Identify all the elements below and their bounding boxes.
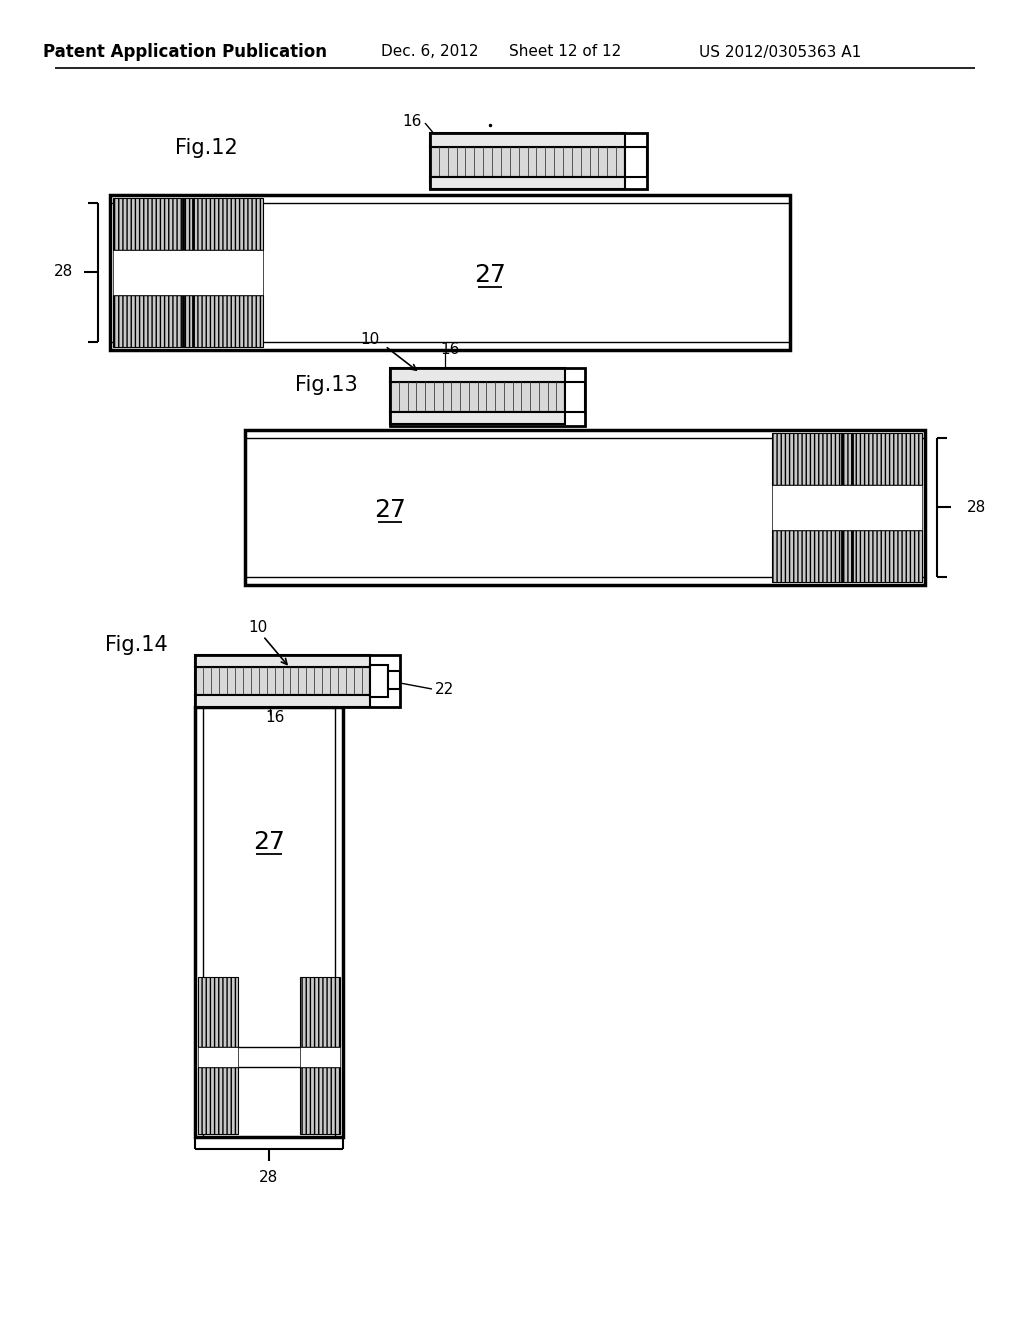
Bar [195,667,370,696]
Text: 28: 28 [259,1170,279,1184]
Bar [430,147,625,177]
Text: 16: 16 [265,710,285,725]
Bar [198,977,238,1047]
Bar [195,655,370,667]
Text: 28: 28 [967,499,986,515]
Text: 27: 27 [474,263,506,286]
Text: 16: 16 [440,342,460,358]
Bar [625,147,647,177]
Bar [113,198,263,249]
Bar [113,249,263,294]
Bar [300,1067,340,1134]
Bar [370,665,388,697]
Bar [198,1067,238,1134]
Text: 10: 10 [249,620,267,635]
Text: Fig.13: Fig.13 [295,375,357,395]
Bar [198,1047,238,1067]
Text: 10: 10 [360,333,380,347]
Bar [245,430,925,585]
Text: 28: 28 [53,264,73,280]
Bar [772,433,922,484]
Text: US 2012/0305363 A1: US 2012/0305363 A1 [698,45,861,59]
Bar [390,368,565,381]
Bar [300,1047,340,1067]
Bar [388,671,400,689]
Bar [772,531,922,582]
Text: Sheet 12 of 12: Sheet 12 of 12 [509,45,622,59]
Bar [195,708,343,1137]
Bar [300,977,340,1047]
Text: Fig.12: Fig.12 [175,139,238,158]
Bar [430,133,625,147]
Bar [772,484,922,531]
Bar [195,655,400,708]
Text: 16: 16 [402,114,422,128]
Bar [390,412,565,424]
Bar [110,195,790,350]
Text: Fig.14: Fig.14 [105,635,168,655]
Bar [430,133,647,189]
Bar [565,381,585,412]
Bar [390,368,585,426]
Text: 22: 22 [435,682,455,697]
Bar [113,294,263,347]
Bar [430,177,625,189]
Text: Patent Application Publication: Patent Application Publication [43,44,327,61]
Text: 27: 27 [374,498,406,521]
Text: 27: 27 [253,830,285,854]
Bar [390,381,565,412]
Bar [195,696,370,708]
Text: Dec. 6, 2012: Dec. 6, 2012 [381,45,479,59]
